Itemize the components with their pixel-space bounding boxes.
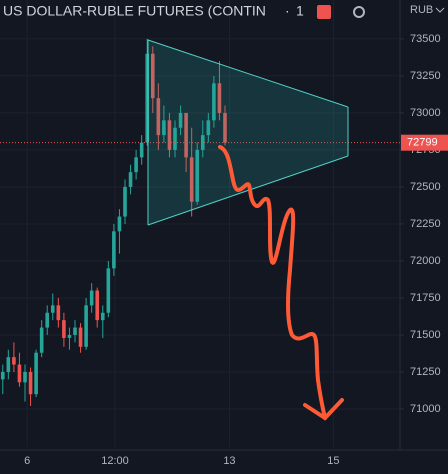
candle-body xyxy=(95,290,100,321)
candle-body xyxy=(28,371,33,395)
candle-body xyxy=(162,120,166,136)
alert-icon[interactable] xyxy=(317,5,331,19)
y-tick-label: 71000 xyxy=(410,403,441,415)
candle-body xyxy=(23,371,27,383)
y-tick-label: 71500 xyxy=(410,329,441,341)
last-price-label: 72799 xyxy=(407,137,438,149)
candle-body xyxy=(134,157,138,173)
last-price-tag xyxy=(401,134,448,151)
candle-body xyxy=(50,305,55,313)
currency-dropdown[interactable] xyxy=(435,7,445,13)
triangle-line xyxy=(147,39,349,225)
candle-body xyxy=(17,364,22,383)
y-tick-label: 72500 xyxy=(410,181,441,193)
candle-body xyxy=(206,120,211,136)
candle-body xyxy=(106,268,111,313)
x-tick-label: 12:00 xyxy=(101,455,129,467)
triangle-fill xyxy=(148,40,348,225)
drawn-arrow xyxy=(218,145,327,420)
interval[interactable]: 1 xyxy=(296,3,304,19)
x-tick-label: 13 xyxy=(223,455,235,467)
candle-body xyxy=(84,305,88,347)
candle-body xyxy=(217,83,222,113)
candle-body xyxy=(195,149,200,202)
candle-body xyxy=(73,327,77,335)
candle-body xyxy=(78,327,83,347)
candle-body xyxy=(45,312,50,328)
candle-body xyxy=(89,290,94,306)
candle-body xyxy=(128,172,133,187)
candle-body xyxy=(150,53,155,99)
symbol-title[interactable]: US DOLLAR-RUBLE FUTURES (CONTIN xyxy=(3,3,266,19)
candle-body xyxy=(184,112,188,158)
candle-body xyxy=(212,83,216,121)
candle-body xyxy=(62,320,66,338)
y-tick-label: 72000 xyxy=(410,255,441,267)
candle-body xyxy=(200,135,205,150)
plot-area xyxy=(0,0,404,447)
y-tick-label: 72250 xyxy=(410,218,441,230)
overlay: 7100071250715007175072000722507250072750… xyxy=(24,33,448,467)
candle-body xyxy=(0,371,5,380)
candle-body xyxy=(12,357,16,365)
candle-body xyxy=(167,120,172,150)
candle-body xyxy=(100,312,105,321)
settings-icon[interactable] xyxy=(353,6,365,18)
candle-body xyxy=(139,142,144,158)
candle-body xyxy=(173,127,177,150)
candle-body xyxy=(123,186,127,217)
candle-body xyxy=(178,112,183,128)
candle-body xyxy=(39,327,44,353)
candle-body xyxy=(67,334,72,338)
candle-body xyxy=(56,305,61,321)
y-tick-label: 71750 xyxy=(410,292,441,304)
candle-body xyxy=(112,231,116,269)
y-tick-label: 73250 xyxy=(410,70,441,82)
candle-body xyxy=(189,157,194,202)
interval-separator: · xyxy=(285,3,290,19)
triangle-line xyxy=(147,155,349,226)
candle-body xyxy=(223,112,227,143)
candle-body xyxy=(117,216,122,232)
y-tick-label: 71250 xyxy=(410,366,441,378)
drawn-arrowhead xyxy=(303,398,344,421)
currency-label[interactable]: RUB xyxy=(410,4,433,16)
candle-body xyxy=(6,357,11,372)
candle-body xyxy=(145,53,150,143)
x-tick-label: 6 xyxy=(24,455,30,467)
y-tick-label: 73000 xyxy=(410,107,441,119)
y-tick-label: 73500 xyxy=(410,33,441,45)
candle-body xyxy=(156,98,161,136)
candle-body xyxy=(34,352,38,395)
x-tick-label: 15 xyxy=(327,455,339,467)
